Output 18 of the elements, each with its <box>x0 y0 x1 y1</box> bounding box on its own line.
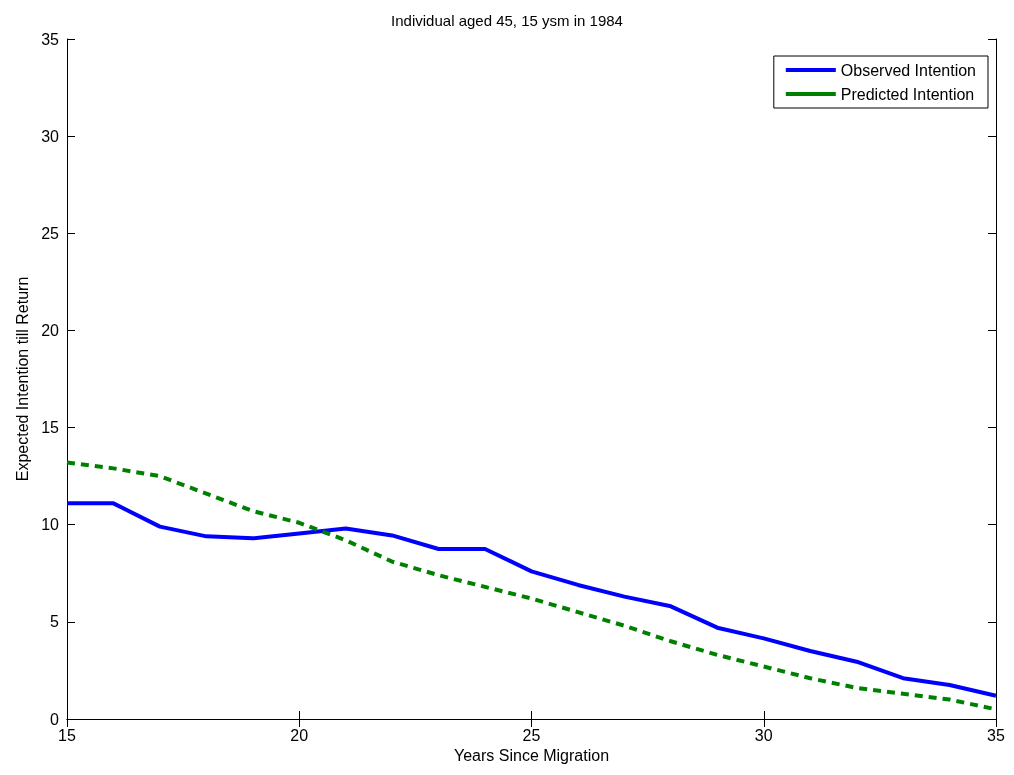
x-tick-label: 35 <box>987 726 1005 744</box>
y-axis-title: Expected Intention till Return <box>13 276 31 482</box>
y-tick-label: 30 <box>41 127 60 145</box>
x-tick-label: 30 <box>754 726 773 744</box>
x-tick-label: 20 <box>290 726 309 744</box>
legend-label: Predicted Intention <box>840 85 975 103</box>
line-series <box>65 501 998 698</box>
y-tick-label: 5 <box>50 613 60 631</box>
chart-title: Individual aged 45, 15 ysm in 1984 <box>391 12 623 29</box>
x-tick-label: 25 <box>522 726 541 744</box>
y-tick-label: 10 <box>41 516 60 534</box>
legend-label: Observed Intention <box>840 61 977 79</box>
x-axis-title: Years Since Migration <box>453 747 610 765</box>
y-tick-label: 0 <box>50 710 60 728</box>
y-tick-label: 35 <box>41 30 60 48</box>
y-tick-label: 20 <box>41 321 60 339</box>
y-tick-label: 15 <box>41 419 60 437</box>
y-tick-label: 25 <box>41 224 60 242</box>
